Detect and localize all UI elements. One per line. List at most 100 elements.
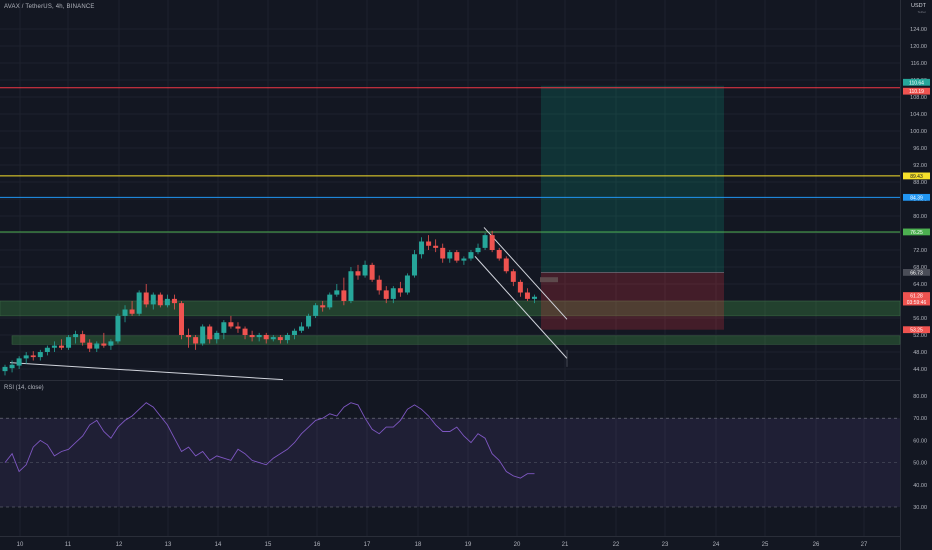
candle-body <box>200 326 206 344</box>
candle <box>164 294 170 308</box>
candle <box>150 292 156 310</box>
candle-body <box>214 332 220 340</box>
candle <box>66 335 72 350</box>
candle-body <box>37 352 43 358</box>
price-tick-label: 100.00 <box>910 129 927 135</box>
candle-body <box>299 326 305 331</box>
candle-body <box>461 258 467 261</box>
candle <box>397 281 403 297</box>
candle <box>9 360 15 373</box>
candle <box>179 301 184 340</box>
price-axis-badge <box>903 268 930 276</box>
price-axis-badge-label: 66.73 <box>910 270 923 276</box>
candle-body <box>468 252 474 259</box>
candle <box>376 275 382 295</box>
candle <box>242 326 248 340</box>
candle-body <box>2 366 8 372</box>
candle <box>496 247 502 261</box>
price-axis-badge <box>903 298 930 306</box>
candle <box>313 303 319 318</box>
candle <box>44 345 50 356</box>
price-tick-label: 120.00 <box>910 44 927 50</box>
candle <box>228 315 234 329</box>
candle-body <box>447 252 453 259</box>
price-axis-badge <box>903 292 930 299</box>
candle-body <box>263 335 269 340</box>
candle-body <box>270 337 276 340</box>
candle <box>23 352 29 364</box>
candle-body <box>186 335 192 338</box>
candle <box>461 256 467 265</box>
candle-body <box>517 281 523 293</box>
candle-body <box>524 292 530 299</box>
candle <box>320 301 326 312</box>
currency-label[interactable]: USDT Tether <box>911 3 926 15</box>
candle <box>291 328 297 340</box>
candle-body <box>348 271 354 301</box>
candle-body <box>284 335 290 341</box>
candle <box>73 330 79 344</box>
candle <box>108 339 114 350</box>
candle-body <box>150 294 156 305</box>
candle-body <box>440 247 446 259</box>
candle <box>122 305 128 323</box>
time-tick-label: 10 <box>17 542 24 548</box>
price-tick-label: 48.00 <box>913 350 927 356</box>
candle-body <box>44 347 50 352</box>
rsi-indicator-title: RSI (14, close) <box>4 385 44 391</box>
candle-body <box>532 296 537 299</box>
candle-body <box>313 305 319 316</box>
channel-lower-line <box>474 256 568 359</box>
candle-body <box>496 250 502 259</box>
candle-body <box>327 294 333 308</box>
candle <box>334 284 340 297</box>
candle <box>299 322 305 333</box>
price-axis-badge-label: 76.25 <box>910 230 923 236</box>
candle-body <box>426 241 432 246</box>
time-tick-label: 23 <box>662 542 669 548</box>
candle-body <box>171 298 177 304</box>
candle <box>157 292 163 308</box>
candle <box>411 250 417 278</box>
candle-body <box>249 335 255 338</box>
candle-body <box>489 235 495 250</box>
candle-body <box>475 247 481 253</box>
candle <box>80 330 86 346</box>
price-tick-label: 124.00 <box>910 27 927 33</box>
candle <box>433 239 439 253</box>
candle <box>263 332 269 344</box>
candle-body <box>404 275 410 293</box>
candle-body <box>80 334 86 343</box>
candle <box>327 292 333 310</box>
candle-body <box>369 264 375 280</box>
candle <box>193 335 199 350</box>
price-tick-label: 68.00 <box>913 265 927 271</box>
price-tick-label: 44.00 <box>913 367 927 373</box>
candle <box>419 237 425 259</box>
candle-body <box>94 343 100 349</box>
candle-body <box>376 279 382 291</box>
candle <box>532 294 537 304</box>
candle <box>454 250 460 263</box>
trend-line <box>9 362 284 381</box>
candle <box>249 330 255 342</box>
candle <box>517 279 523 297</box>
candle <box>171 294 177 310</box>
candle <box>482 233 488 250</box>
candle <box>214 330 220 344</box>
candle <box>369 262 375 282</box>
candle <box>390 286 396 304</box>
candle-body <box>179 303 184 335</box>
time-tick-label: 25 <box>762 542 769 548</box>
candle-body <box>16 358 22 366</box>
candle-body <box>101 343 107 346</box>
candle <box>341 277 347 306</box>
candle-body <box>355 271 361 276</box>
candle <box>30 351 36 361</box>
rsi-pane <box>0 381 900 536</box>
price-tick-label: 80.00 <box>913 214 927 220</box>
candle-body <box>256 335 262 338</box>
candle-body <box>193 337 199 344</box>
candle <box>489 230 495 253</box>
